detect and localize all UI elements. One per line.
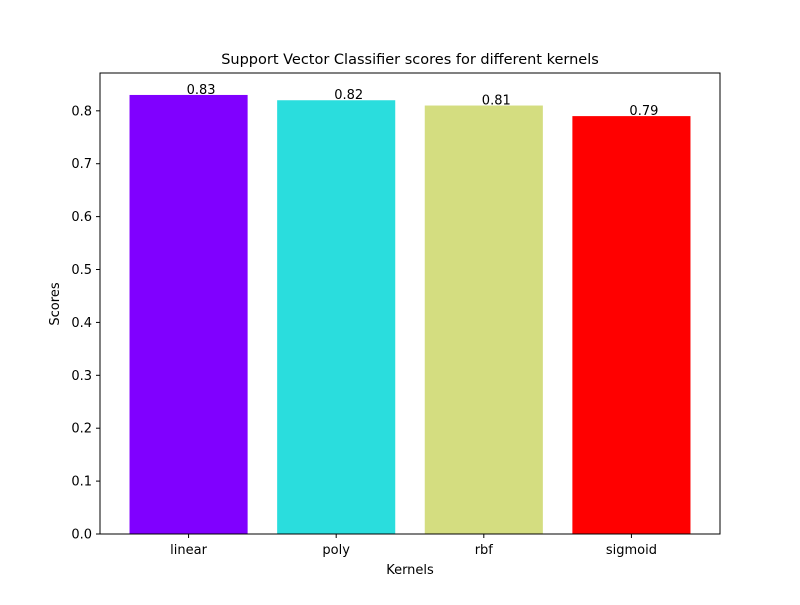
y-tick-label-0.2: 0.2 — [71, 422, 92, 437]
y-tick-label-0.1: 0.1 — [71, 475, 92, 490]
y-axis-ticks: 0.0 0.1 0.2 0.3 0.4 0.5 0.6 0.7 0.8 — [71, 104, 100, 543]
value-label-sigmoid: 0.79 — [629, 104, 658, 119]
x-tick-label-rbf: rbf — [475, 543, 494, 558]
y-tick-label-0.4: 0.4 — [71, 316, 92, 331]
y-tick-label-0.0: 0.0 — [71, 528, 92, 543]
value-label-linear: 0.83 — [187, 83, 216, 98]
plot-area-frame — [99, 72, 721, 535]
bar-sigmoid — [572, 116, 691, 535]
bars-group — [129, 94, 691, 535]
y-tick-label-0.6: 0.6 — [71, 210, 92, 225]
chart-title: Support Vector Classifier scores for dif… — [221, 52, 599, 68]
x-tick-label-linear: linear — [170, 543, 207, 558]
bar-poly — [277, 100, 396, 534]
y-axis-label: Scores — [48, 282, 63, 325]
y-tick-label-0.8: 0.8 — [71, 104, 92, 119]
bar-rbf — [424, 105, 543, 534]
y-tick-label-0.5: 0.5 — [71, 263, 92, 278]
x-axis-label: Kernels — [386, 563, 434, 578]
x-tick-label-sigmoid: sigmoid — [606, 543, 657, 558]
value-labels-group: 0.83 0.82 0.81 0.79 — [187, 83, 659, 119]
value-label-poly: 0.82 — [334, 88, 363, 103]
y-tick-label-0.3: 0.3 — [71, 369, 92, 384]
bar-linear — [129, 94, 248, 534]
x-tick-label-poly: poly — [322, 543, 350, 558]
x-axis-ticks: linear poly rbf sigmoid — [170, 534, 657, 558]
value-label-rbf: 0.81 — [482, 94, 511, 109]
y-tick-label-0.7: 0.7 — [71, 157, 92, 172]
